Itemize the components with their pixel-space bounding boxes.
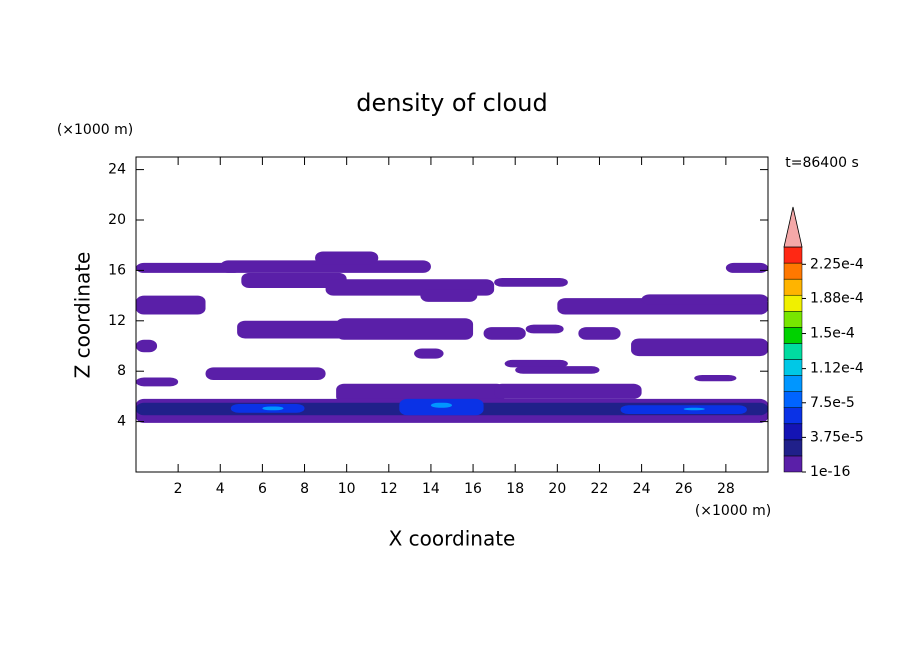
time-annotation: t=86400 s — [785, 155, 859, 171]
y-tick-label: 24 — [108, 162, 126, 178]
cloud-region — [241, 272, 347, 289]
colorbar-tick-label: 7.5e-5 — [810, 395, 855, 411]
chart-title: density of cloud — [356, 89, 547, 117]
cloud-region — [136, 262, 242, 273]
x-tick-label: 24 — [633, 481, 651, 497]
cloud-region — [641, 294, 768, 305]
y-tick-label: 4 — [117, 414, 126, 430]
y-axis-label: Z coordinate — [71, 252, 95, 379]
colorbar-band — [783, 262, 803, 280]
x-tick-label: 20 — [548, 481, 566, 497]
cloud-region — [694, 374, 737, 382]
colorbar-tick-label: 1.5e-4 — [810, 326, 855, 342]
x-tick-label: 6 — [258, 481, 267, 497]
colorbar-band — [783, 327, 803, 344]
cloud-region — [336, 383, 505, 403]
x-tick-label: 28 — [717, 481, 735, 497]
cloud-region — [515, 366, 600, 374]
x-tick-label: 26 — [675, 481, 693, 497]
cloud-region — [578, 327, 621, 340]
cloud-region — [414, 348, 444, 359]
x-tick-label: 22 — [591, 481, 609, 497]
x-tick-label: 12 — [380, 481, 398, 497]
y-tick-label: 12 — [108, 313, 126, 329]
colorbar-band — [783, 294, 803, 312]
x-tick-label: 2 — [174, 481, 183, 497]
colorbar-tick-label: 1e-16 — [810, 464, 850, 480]
cloud-region — [725, 262, 768, 273]
cloud-region — [683, 407, 705, 411]
colorbar-band — [783, 423, 803, 441]
cloud-region — [525, 324, 564, 334]
cloud-region — [631, 338, 768, 357]
cloud-region — [620, 405, 747, 415]
colorbar-tick-label: 1.12e-4 — [810, 361, 864, 377]
cloud-region — [136, 377, 179, 387]
cloud-region — [237, 320, 347, 339]
colorbar-band — [783, 311, 803, 328]
colorbar-tick-label: 1.88e-4 — [810, 290, 864, 306]
y-unit: (×1000 m) — [57, 122, 133, 138]
y-tick-label: 8 — [117, 363, 126, 379]
colorbar-band — [783, 359, 803, 376]
cloud-region — [494, 277, 568, 287]
cloud-region — [420, 289, 478, 302]
cloud-region — [220, 260, 431, 273]
cloud-region — [136, 339, 158, 353]
cloud-region — [136, 295, 206, 315]
cloud-region — [504, 359, 568, 368]
cloud-region — [205, 367, 326, 381]
colorbar-tick-label: 3.75e-5 — [810, 429, 864, 445]
cloud-region — [336, 318, 474, 340]
x-tick-label: 16 — [464, 481, 482, 497]
cloud-region — [262, 406, 284, 411]
x-unit: (×1000 m) — [695, 503, 771, 519]
x-tick-label: 14 — [422, 481, 440, 497]
cloud-region — [315, 251, 379, 265]
colorbar-band — [783, 375, 803, 392]
x-tick-label: 10 — [338, 481, 356, 497]
colorbar-band — [783, 278, 803, 296]
colorbar-band — [783, 439, 803, 457]
x-axis-label: X coordinate — [389, 527, 516, 551]
colorbar-band — [783, 391, 803, 408]
cloud-region — [483, 327, 526, 340]
x-tick-label: 4 — [216, 481, 225, 497]
plot-frame — [135, 156, 769, 473]
y-tick-label: 16 — [108, 262, 126, 278]
colorbar-tick-label: 2.25e-4 — [810, 256, 864, 272]
cloud-region — [494, 383, 642, 399]
colorbar-extend — [783, 206, 803, 248]
cloud-region — [430, 402, 452, 408]
x-tick-label: 8 — [300, 481, 309, 497]
colorbar-band — [783, 455, 803, 473]
colorbar-band — [783, 246, 803, 264]
y-tick-label: 20 — [108, 212, 126, 228]
colorbar-band — [783, 343, 803, 360]
x-tick-label: 18 — [506, 481, 524, 497]
colorbar-band — [783, 407, 803, 425]
